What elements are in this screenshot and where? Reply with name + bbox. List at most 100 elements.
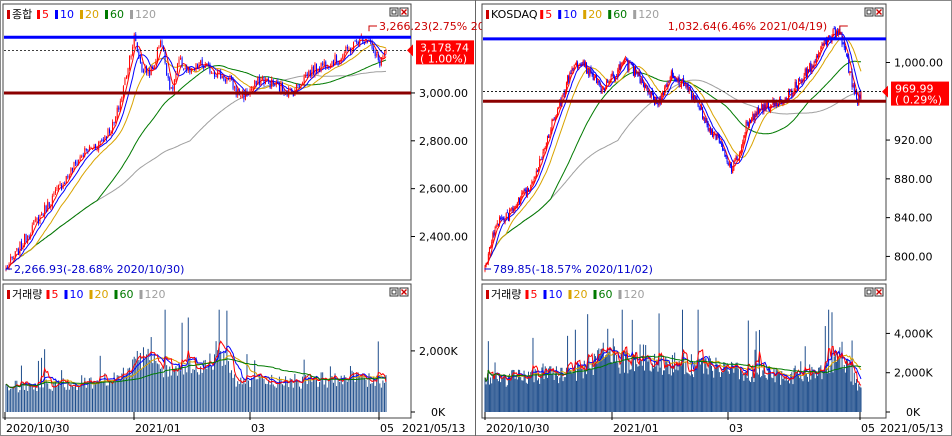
kospi-candle-body <box>54 189 56 194</box>
kospi-volume-bar <box>67 379 69 412</box>
kosdaq-volume-bar <box>611 363 613 412</box>
kosdaq-volume-bar <box>499 373 501 412</box>
kospi-candle-body <box>129 55 131 70</box>
kospi-price-restore-icon <box>391 9 397 15</box>
kospi-candle-body <box>319 68 321 71</box>
kospi-volume-bar <box>22 382 24 412</box>
kosdaq-candle-body <box>668 81 670 83</box>
kosdaq-volume-bar <box>579 365 581 412</box>
kosdaq-volume-bar <box>738 379 740 412</box>
kosdaq-candle-body <box>755 113 757 116</box>
kosdaq-candle-body <box>596 75 598 84</box>
kosdaq-candle-body <box>496 223 498 225</box>
kosdaq-candle-body <box>613 77 615 81</box>
kospi-volume-bar <box>146 354 148 412</box>
kospi-candle-body <box>133 34 135 47</box>
kospi-volume-bar <box>184 366 186 412</box>
kosdaq-candle-body <box>735 156 737 161</box>
kosdaq-candle-body <box>752 113 754 120</box>
kospi-candle-body <box>346 46 348 49</box>
kospi-volume-bar <box>237 381 239 412</box>
kospi-candle-body <box>207 63 209 65</box>
kosdaq-candle-body <box>488 246 490 254</box>
kosdaq-candle-body <box>599 81 601 87</box>
kospi-volume-bar <box>125 374 127 412</box>
kospi-candle-body <box>218 70 220 72</box>
kosdaq-candle-body <box>771 105 773 108</box>
kosdaq-volume-bar <box>708 355 710 412</box>
kosdaq-candle-body <box>845 53 847 55</box>
kosdaq-volume-bar <box>488 384 490 412</box>
kosdaq-candle-body <box>751 118 753 122</box>
kosdaq-volume-bar <box>514 378 516 412</box>
kosdaq-candle-body <box>572 68 574 71</box>
kosdaq-volume-bar <box>615 361 617 412</box>
kospi-volume-bar <box>232 377 234 412</box>
kospi-candle-body <box>323 61 325 66</box>
kosdaq-candle-body <box>651 90 653 95</box>
kosdaq-volume-restore-button[interactable] <box>864 287 874 297</box>
kosdaq-candle-body <box>669 77 671 81</box>
kosdaq-candle-body <box>793 91 795 96</box>
kosdaq-candle-body <box>774 101 776 107</box>
kospi-candle-body <box>67 176 69 178</box>
kospi-high-pointer <box>368 25 378 32</box>
kospi-volume-bar <box>312 378 314 412</box>
kosdaq-volume-bar <box>485 384 487 412</box>
kosdaq-volume-close-icon <box>876 289 882 295</box>
kospi-volume-bar <box>261 375 263 412</box>
kospi-volume-restore-button[interactable] <box>389 287 399 297</box>
kospi-candle-body <box>343 53 345 56</box>
kosdaq-candle-body <box>808 69 810 72</box>
kosdaq-candle-body <box>728 163 730 166</box>
kospi-volume-bar <box>373 377 375 412</box>
kospi-volume-bar <box>159 368 161 412</box>
kospi-volume-bar <box>105 385 107 412</box>
kosdaq-volume-bar <box>560 367 562 412</box>
kospi-candle-body <box>51 195 53 207</box>
kospi-volume-bar <box>68 389 70 412</box>
kospi-volume-bar <box>41 357 43 412</box>
kosdaq-candle-body <box>708 127 710 131</box>
kosdaq-candle-body <box>769 110 771 112</box>
kospi-volume-bar <box>183 374 185 412</box>
kosdaq-volume-bar <box>760 377 762 412</box>
kospi-candle-body <box>88 146 90 152</box>
kosdaq-volume-bar <box>849 360 851 412</box>
kospi-candle-body <box>257 76 259 84</box>
kosdaq-volume-bar <box>598 348 600 412</box>
kosdaq-candle-body <box>657 103 659 106</box>
kospi-volume-bar <box>30 385 32 412</box>
kosdaq-candle-body <box>554 117 556 120</box>
kospi-volume-bar <box>328 379 330 412</box>
kosdaq-price-legend-swatch <box>608 10 612 19</box>
kosdaq-candle-body <box>782 103 784 105</box>
kosdaq-volume-bar <box>766 379 768 412</box>
kospi-volume-bar <box>36 391 38 412</box>
kospi-candle-body <box>56 187 58 190</box>
kospi-volume-bar <box>169 366 171 412</box>
kosdaq-volume-bar <box>626 350 628 412</box>
kosdaq-volume-bar <box>618 367 620 412</box>
kosdaq-candle-body <box>698 107 700 109</box>
kospi-price-restore-button[interactable] <box>389 7 399 17</box>
kosdaq-volume-bar <box>581 368 583 412</box>
kosdaq-price-legend-swatch <box>540 10 544 19</box>
kosdaq-volume-bar <box>829 372 831 412</box>
kospi-candle-body <box>62 184 64 189</box>
kosdaq-volume-bar <box>805 372 807 412</box>
kosdaq-candle-body <box>713 133 715 138</box>
kosdaq-volume-bar <box>535 370 537 412</box>
kosdaq-candle-body <box>564 91 566 95</box>
kosdaq-candle-body <box>567 75 569 84</box>
kospi-candle-body <box>336 55 338 63</box>
kosdaq-candle-body <box>627 59 629 71</box>
kosdaq-volume-bar <box>577 361 579 412</box>
kospi-price-legend-swatch <box>80 10 83 19</box>
kosdaq-volume-bar <box>545 368 547 412</box>
kosdaq-candle-body <box>677 77 679 82</box>
kospi-ma60-line <box>5 59 387 269</box>
kospi-volume-bar <box>39 387 41 412</box>
kosdaq-volume-bar <box>635 352 637 412</box>
kosdaq-price-restore-button[interactable] <box>864 7 874 17</box>
